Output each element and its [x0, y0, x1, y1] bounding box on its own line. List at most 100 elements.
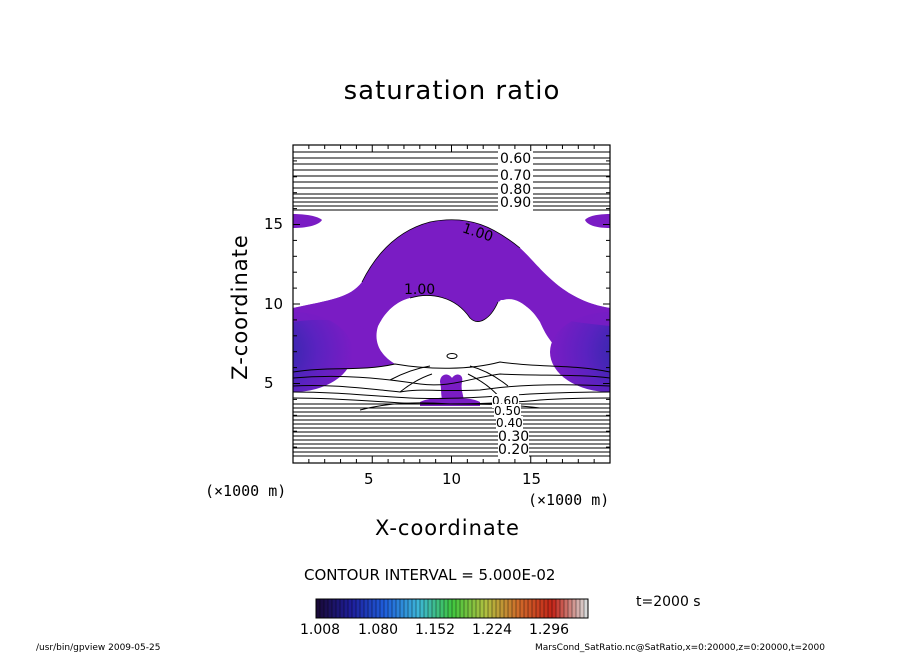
colorbar-segment	[336, 599, 341, 618]
colorbar-segment	[412, 599, 417, 618]
colorbar-tick-label: 1.224	[472, 622, 513, 638]
colorbar-segment	[316, 599, 321, 618]
contour-label: 0.90	[498, 195, 534, 211]
top-right-blob	[585, 214, 610, 228]
colorbar-segment	[436, 599, 441, 618]
colorbar-segment	[416, 599, 421, 618]
upper-contour-lines	[293, 151, 610, 211]
colorbar-segment	[392, 599, 397, 618]
colorbar-segment	[544, 599, 549, 618]
z-tick-label: 5	[264, 374, 274, 392]
colorbar-tick-label: 1.080	[358, 622, 399, 638]
contour-label: 0.40	[496, 416, 523, 430]
colorbar-segment	[364, 599, 369, 618]
colorbar-tick-label: 1.296	[529, 622, 570, 638]
colorbar-segment	[556, 599, 561, 618]
colorbar-segment	[352, 599, 357, 618]
colorbar-segment	[476, 599, 481, 618]
z-axis-ticks	[293, 160, 610, 448]
footer-right: MarsCond_SatRatio.nc@SatRatio,x=0:20000,…	[535, 643, 825, 653]
colorbar-segment	[372, 599, 377, 618]
colorbar-frame	[315, 598, 589, 619]
subsaturated-hollow	[379, 295, 530, 369]
colorbar-segment	[320, 599, 325, 618]
contour-label: 1.00	[404, 282, 436, 298]
colorbar-segment	[344, 599, 349, 618]
colorbar-segment	[512, 599, 517, 618]
colorbar-segment	[492, 599, 497, 618]
top-left-blob	[293, 214, 322, 228]
colorbar-segment	[424, 599, 429, 618]
colorbar	[315, 598, 589, 619]
colorbar-segment	[324, 599, 329, 618]
colorbar-segment	[420, 599, 425, 618]
x-axis-ticks	[308, 145, 595, 463]
contour-label: 0.30	[498, 429, 530, 445]
lower-contour-lines	[293, 403, 610, 457]
colorbar-segment	[500, 599, 505, 618]
colorbar-segment	[456, 599, 461, 618]
colorbar-segment	[384, 599, 389, 618]
colorbar-segment	[460, 599, 465, 618]
colorbar-segment	[332, 599, 337, 618]
colorbar-segment	[480, 599, 485, 618]
colorbar-segment	[432, 599, 437, 618]
colorbar-segment	[408, 599, 413, 618]
colorbar-segment	[568, 599, 573, 618]
colorbar-segment	[360, 599, 365, 618]
colorbar-segment	[448, 599, 453, 618]
colorbar-segment	[328, 599, 333, 618]
contour-label: 0.50	[494, 404, 521, 418]
colorbar-segment	[440, 599, 445, 618]
colorbar-segment	[376, 599, 381, 618]
x-tick-label: 15	[522, 470, 542, 488]
z-tick-label: 10	[264, 295, 284, 313]
colorbar-segment	[580, 599, 585, 618]
contour-label: 0.70	[498, 168, 534, 184]
colorbar-segment	[396, 599, 401, 618]
z-tick-label: 15	[264, 215, 284, 233]
colorbar-tick-label: 1.008	[300, 622, 341, 638]
colorbar-segment	[428, 599, 433, 618]
colorbar-segment	[348, 599, 353, 618]
central-plume	[440, 374, 464, 402]
colorbar-segment	[340, 599, 345, 618]
contour-label: 0.60	[498, 151, 534, 167]
colorbar-segment	[404, 599, 409, 618]
right-deep-region	[550, 312, 610, 392]
colorbar-segment	[504, 599, 509, 618]
colorbar-segment	[468, 599, 473, 618]
colorbar-segment	[516, 599, 521, 618]
colorbar-segment	[472, 599, 477, 618]
colorbar-tick-label: 1.152	[415, 622, 456, 638]
colorbar-segment	[508, 599, 513, 618]
z-axis-label: Z-coordinate	[228, 234, 252, 380]
left-deep-region	[293, 312, 353, 392]
colorbar-segment	[464, 599, 469, 618]
contour-interval-text: CONTOUR INTERVAL = 5.000E-02	[304, 566, 556, 584]
contour-label: 0.20	[498, 442, 530, 458]
colorbar-segment	[452, 599, 457, 618]
colorbar-segment	[564, 599, 569, 618]
colorbar-segment	[444, 599, 449, 618]
colorbar-segment	[560, 599, 565, 618]
colorbar-segment	[532, 599, 537, 618]
colorbar-segment	[388, 599, 393, 618]
time-text: t=2000 s	[636, 594, 701, 610]
chart-title: saturation ratio	[343, 76, 561, 106]
colorbar-segment	[488, 599, 493, 618]
x-unit-label: (×1000 m)	[528, 491, 610, 509]
colorbar-segment	[528, 599, 533, 618]
colorbar-segment	[520, 599, 525, 618]
x-tick-label: 10	[442, 470, 462, 488]
colorbar-segment	[536, 599, 541, 618]
contour-label: 0.80	[498, 182, 534, 198]
plot-area	[293, 151, 610, 457]
x-axis-label: X-coordinate	[375, 516, 520, 540]
colorbar-segment	[380, 599, 385, 618]
colorbar-segment	[368, 599, 373, 618]
colorbar-segment	[400, 599, 405, 618]
colorbar-segment	[484, 599, 489, 618]
colorbar-segment	[524, 599, 529, 618]
